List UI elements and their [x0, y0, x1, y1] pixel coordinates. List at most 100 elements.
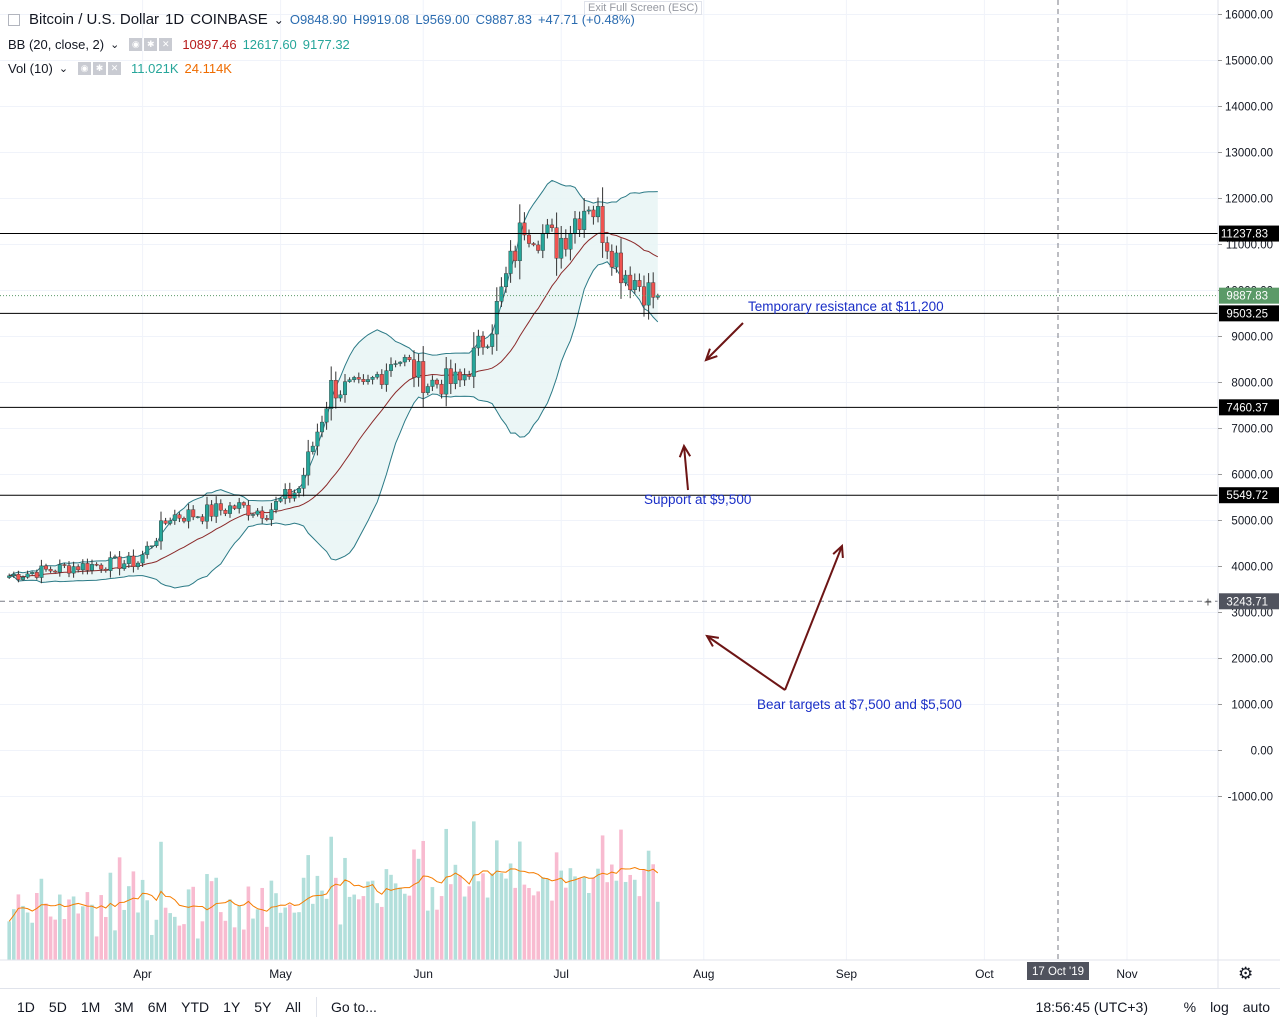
candle-up: [278, 498, 283, 502]
volume-bar: [582, 877, 586, 960]
y-tick-label: 14000.00: [1225, 102, 1273, 114]
volume-bar: [85, 892, 90, 960]
volume-bar: [58, 894, 62, 960]
candle-down: [209, 504, 214, 517]
volume-bar: [610, 864, 614, 960]
x-tick-label: May: [269, 967, 292, 981]
timeframe-ytd[interactable]: YTD: [181, 998, 210, 1015]
symbol-name[interactable]: Bitcoin / U.S. Dollar: [29, 11, 160, 28]
volume-bar: [329, 836, 333, 960]
volume-bar: [315, 875, 320, 960]
candle-up: [476, 335, 481, 349]
gear-icon[interactable]: ✱: [144, 38, 158, 51]
volume-bar: [62, 919, 67, 960]
timeframe-5y[interactable]: 5Y: [254, 998, 272, 1015]
sr-price-tag-bg: [1219, 399, 1279, 416]
price-chart[interactable]: +19000.0018000.0017000.0016000.0015000.0…: [0, 0, 1280, 988]
volume-bar: [104, 916, 108, 960]
candle-up: [112, 556, 117, 558]
percent-scale-toggle[interactable]: %: [1183, 998, 1197, 1015]
volume-bar: [30, 922, 34, 960]
bear-arrow-upper-head: [832, 543, 844, 559]
exit-fullscreen-button[interactable]: Exit Full Screen (ESC): [584, 1, 703, 15]
volume-bar: [108, 872, 113, 960]
bb-indicator-label[interactable]: BB (20, close, 2): [8, 37, 105, 52]
candle-down: [605, 242, 610, 252]
close-icon[interactable]: ✕: [108, 62, 122, 75]
chevron-down-icon[interactable]: ⌄: [273, 12, 284, 27]
close-icon[interactable]: ✕: [159, 38, 173, 51]
volume-bar: [53, 919, 57, 960]
timeframe-5d[interactable]: 5D: [48, 998, 67, 1015]
clock-timezone[interactable]: 18:56:45 (UTC+3): [1035, 998, 1148, 1015]
candle-up: [301, 474, 306, 489]
candle-down: [513, 250, 518, 262]
gear-icon[interactable]: ✱: [93, 62, 107, 75]
x-tick-label: Jul: [554, 967, 569, 981]
crosshair-plus-icon: +: [1204, 593, 1212, 609]
candle-down: [44, 565, 49, 570]
volume-bar: [196, 938, 200, 960]
last-price-tag-bg: [1219, 287, 1279, 304]
timeframe-1y[interactable]: 1Y: [223, 998, 241, 1015]
volume-bar: [7, 921, 11, 960]
support-arrow-head: [678, 443, 692, 458]
chart-settings-gear-icon[interactable]: ⚙: [1238, 964, 1254, 983]
volume-bar: [633, 879, 637, 960]
volume-bar: [16, 894, 21, 960]
resistance-arrow: [705, 322, 744, 361]
chevron-down-icon[interactable]: ⌄: [110, 39, 120, 51]
ohlc-change: +47.71 (+0.48%): [537, 12, 635, 27]
collapse-icon[interactable]: [8, 13, 20, 26]
volume-bar: [527, 887, 531, 960]
candle-down: [407, 357, 412, 360]
volume-bar: [145, 900, 149, 960]
timeframe-all[interactable]: All: [285, 998, 301, 1015]
volume-bar: [242, 929, 246, 960]
exchange-label[interactable]: COINBASE: [190, 11, 268, 28]
volume-controls: ◉ ✱ ✕: [78, 62, 122, 75]
candle-up: [366, 379, 371, 382]
volume-value: 11.021K: [131, 61, 179, 76]
candle-down: [62, 564, 67, 566]
auto-scale-toggle[interactable]: auto: [1242, 998, 1270, 1015]
goto-date-button[interactable]: Go to...: [330, 998, 377, 1015]
volume-bar: [361, 896, 366, 960]
volume-bar: [518, 841, 522, 960]
volume-bar: [467, 886, 471, 960]
candle-up: [135, 562, 140, 567]
volume-bar: [642, 869, 646, 960]
candle-up: [494, 300, 499, 335]
candle-down: [522, 222, 527, 236]
candle-up: [310, 445, 315, 452]
y-tick-label: 1000.00: [1231, 700, 1273, 712]
log-scale-toggle[interactable]: log: [1210, 998, 1229, 1015]
chevron-down-icon[interactable]: ⌄: [58, 63, 69, 75]
volume-bar: [228, 899, 232, 960]
volume-bar: [577, 878, 582, 960]
candle-up: [168, 520, 173, 524]
volume-indicator-label[interactable]: Vol (10): [8, 61, 53, 76]
volume-bar: [522, 884, 527, 960]
candle-up: [568, 233, 573, 250]
volume-bar: [251, 918, 255, 960]
volume-bar: [150, 934, 154, 960]
volume-bar: [173, 916, 177, 960]
timeframe-1m[interactable]: 1M: [80, 998, 101, 1015]
candle-down: [117, 556, 122, 569]
y-tick-label: 2000.00: [1231, 654, 1273, 666]
eye-icon[interactable]: ◉: [78, 62, 92, 75]
volume-bar: [596, 868, 600, 960]
x-tick-label: Oct: [975, 967, 994, 981]
interval-label[interactable]: 1D: [165, 11, 185, 28]
candle-up: [623, 274, 628, 284]
volume-bar: [136, 912, 140, 960]
volume-bar: [191, 886, 195, 960]
bb-basis: [9, 231, 659, 578]
timeframe-6m[interactable]: 6M: [147, 998, 168, 1015]
chart-area[interactable]: +19000.0018000.0017000.0016000.0015000.0…: [0, 0, 1280, 988]
timeframe-1d[interactable]: 1D: [17, 998, 35, 1015]
eye-icon[interactable]: ◉: [129, 38, 143, 51]
timeframe-3m[interactable]: 3M: [114, 998, 134, 1015]
crosshair-date-tag-bg: [1027, 962, 1089, 980]
